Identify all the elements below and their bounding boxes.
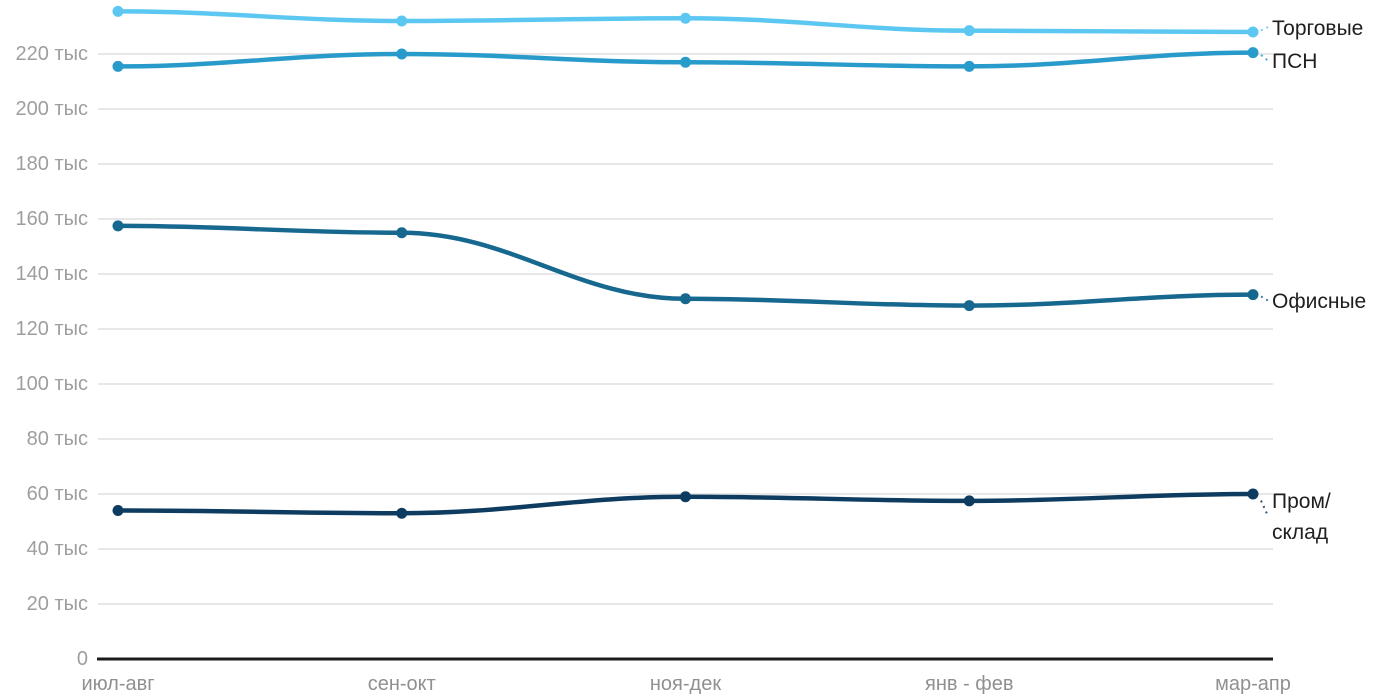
x-axis-tick-label: мар-апр bbox=[1215, 673, 1291, 695]
series-label-line: Торговые bbox=[1272, 16, 1364, 40]
data-point[interactable] bbox=[1247, 488, 1259, 500]
y-axis-tick-label: 140 тыс bbox=[15, 263, 88, 285]
y-axis-tick-label: 80 тыс bbox=[26, 428, 88, 450]
x-axis-tick-label: янв - фев bbox=[925, 673, 1014, 695]
x-axis-tick-label: сен-окт bbox=[367, 673, 436, 695]
data-point[interactable] bbox=[963, 25, 975, 37]
data-point[interactable] bbox=[396, 507, 408, 519]
data-point[interactable] bbox=[1247, 289, 1259, 301]
label-leader-line bbox=[1260, 26, 1269, 32]
series-label-line: Офисные bbox=[1272, 290, 1367, 314]
data-point[interactable] bbox=[680, 12, 691, 24]
data-point[interactable] bbox=[112, 5, 124, 17]
y-axis-tick-label: 180 тыс bbox=[15, 153, 88, 175]
series-label: Офисные bbox=[1272, 286, 1366, 317]
data-point[interactable] bbox=[396, 48, 408, 60]
data-point[interactable] bbox=[112, 220, 124, 232]
y-axis-tick-label: 20 тыс bbox=[26, 593, 88, 615]
series-label: ПСН bbox=[1272, 46, 1317, 77]
label-leader-line bbox=[1260, 295, 1269, 302]
series-label-line: Пром/ bbox=[1272, 490, 1331, 513]
data-point[interactable] bbox=[396, 15, 408, 27]
data-point[interactable] bbox=[680, 293, 691, 305]
data-point[interactable] bbox=[680, 56, 691, 68]
data-point[interactable] bbox=[1247, 26, 1259, 38]
y-axis-tick-label: 120 тыс bbox=[15, 318, 88, 340]
y-axis-tick-label: 40 тыс bbox=[26, 538, 88, 560]
data-point[interactable] bbox=[1247, 47, 1259, 59]
y-axis-tick-label: 220 тыс bbox=[15, 43, 88, 65]
label-leader-line bbox=[1260, 54, 1269, 62]
data-point[interactable] bbox=[963, 300, 975, 312]
series-label: Торговые bbox=[1272, 13, 1363, 44]
data-point[interactable] bbox=[963, 60, 975, 72]
series-label-line: склад bbox=[1272, 521, 1329, 544]
y-axis-tick-label: 160 тыс bbox=[15, 208, 88, 230]
data-point[interactable] bbox=[963, 495, 975, 507]
data-point[interactable] bbox=[112, 60, 124, 72]
series-label: Пром/склад bbox=[1272, 486, 1331, 548]
data-point[interactable] bbox=[112, 505, 124, 516]
label-leader-line bbox=[1260, 500, 1269, 517]
x-axis-tick-label: ноя-дек bbox=[649, 673, 722, 695]
series-label-line: ПСН bbox=[1272, 50, 1318, 74]
y-axis-tick-label: 200 тыс bbox=[15, 98, 88, 120]
y-axis-tick-label: 100 тыс bbox=[15, 373, 88, 395]
y-axis-tick-label: 60 тыс bbox=[26, 483, 88, 505]
x-axis-tick-label: июл-авг bbox=[81, 673, 155, 695]
y-axis-tick-label: 0 bbox=[76, 648, 88, 670]
data-point[interactable] bbox=[396, 227, 408, 239]
data-point[interactable] bbox=[680, 491, 691, 503]
